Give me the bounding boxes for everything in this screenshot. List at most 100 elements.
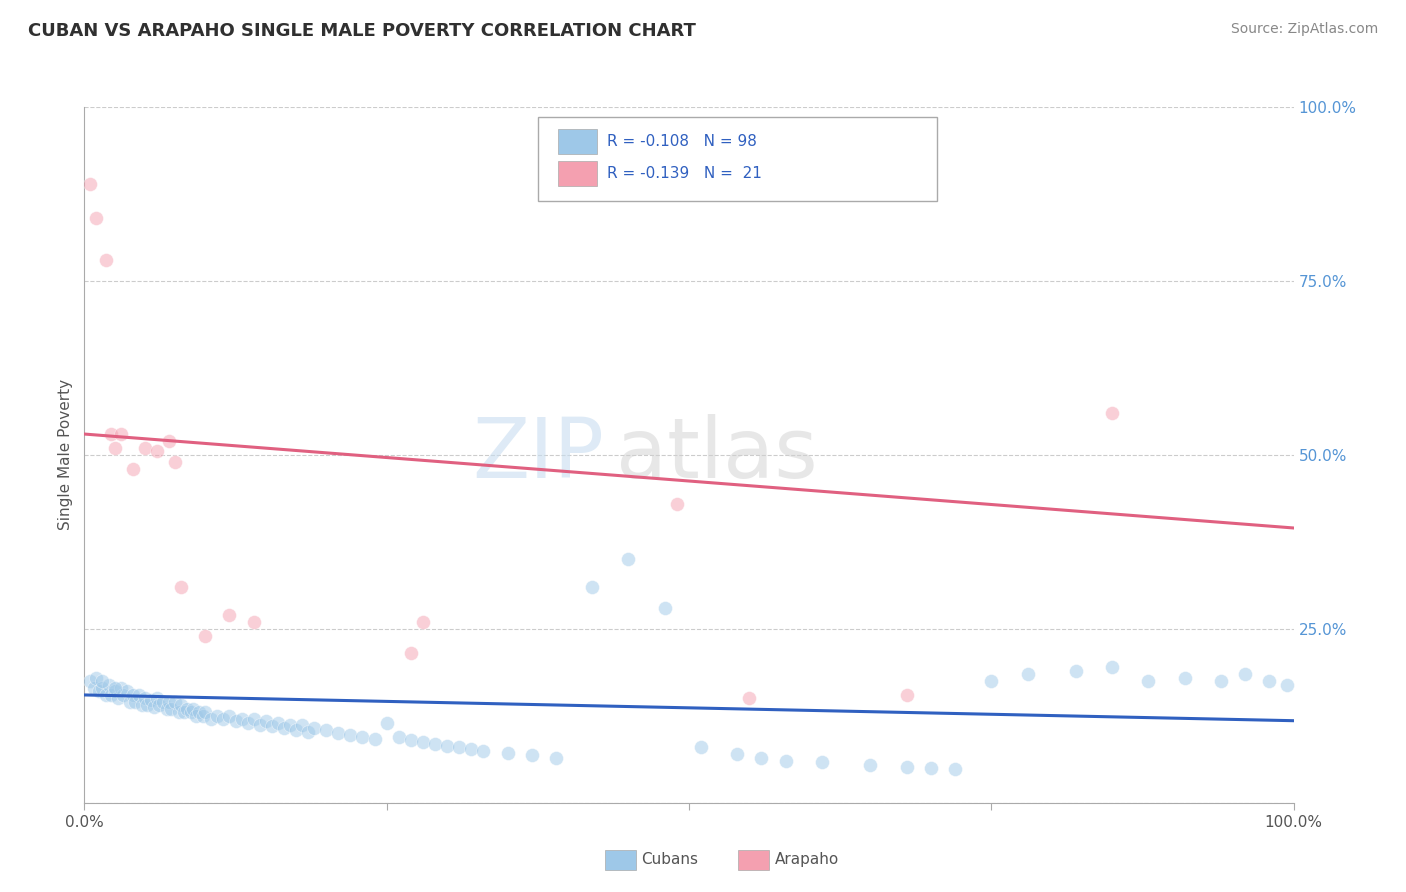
Point bbox=[146, 444, 169, 458]
Point bbox=[170, 580, 193, 594]
Point bbox=[460, 741, 482, 756]
Point bbox=[267, 715, 290, 730]
Point bbox=[654, 601, 676, 615]
Point bbox=[104, 441, 127, 455]
Point bbox=[160, 702, 183, 716]
Point bbox=[423, 737, 446, 751]
Point bbox=[665, 497, 688, 511]
Point bbox=[194, 629, 217, 643]
Point bbox=[212, 712, 235, 726]
Point bbox=[170, 698, 193, 713]
Point bbox=[91, 681, 114, 695]
Point bbox=[399, 733, 422, 747]
Y-axis label: Single Male Poverty: Single Male Poverty bbox=[58, 379, 73, 531]
Point bbox=[520, 748, 543, 763]
Point bbox=[1101, 406, 1123, 420]
Point bbox=[100, 688, 122, 702]
Text: R = -0.139   N =  21: R = -0.139 N = 21 bbox=[607, 166, 762, 181]
Point bbox=[97, 677, 120, 691]
Point bbox=[254, 714, 277, 728]
Point bbox=[273, 721, 295, 735]
Point bbox=[86, 211, 108, 226]
Point bbox=[104, 681, 127, 695]
Point bbox=[218, 708, 240, 723]
Point bbox=[121, 688, 143, 702]
Point bbox=[617, 552, 640, 566]
Point bbox=[121, 462, 143, 476]
Point bbox=[143, 699, 166, 714]
Point bbox=[188, 706, 211, 720]
Point bbox=[980, 674, 1002, 689]
Point bbox=[581, 580, 603, 594]
Point bbox=[157, 695, 180, 709]
Point bbox=[100, 427, 122, 442]
Text: Arapaho: Arapaho bbox=[775, 853, 839, 867]
Point bbox=[242, 712, 264, 726]
Point bbox=[1277, 677, 1299, 691]
Point bbox=[107, 691, 129, 706]
Point bbox=[260, 719, 283, 733]
Point bbox=[278, 718, 301, 732]
Bar bbox=[558, 129, 598, 154]
Point bbox=[449, 740, 471, 755]
Text: Source: ZipAtlas.com: Source: ZipAtlas.com bbox=[1230, 22, 1378, 37]
Text: CUBAN VS ARAPAHO SINGLE MALE POVERTY CORRELATION CHART: CUBAN VS ARAPAHO SINGLE MALE POVERTY COR… bbox=[28, 22, 696, 40]
Point bbox=[496, 746, 519, 760]
Point bbox=[544, 750, 567, 764]
Point bbox=[1064, 664, 1087, 678]
Point bbox=[399, 646, 422, 660]
Point bbox=[148, 698, 170, 713]
Point bbox=[775, 754, 797, 768]
Point bbox=[184, 708, 207, 723]
Point bbox=[136, 698, 159, 713]
Point bbox=[896, 759, 918, 773]
Point bbox=[94, 253, 117, 268]
Point bbox=[690, 740, 713, 755]
Point bbox=[200, 712, 222, 726]
Point bbox=[128, 688, 150, 702]
Point bbox=[436, 739, 458, 753]
Point bbox=[896, 688, 918, 702]
Point bbox=[811, 756, 834, 770]
Point bbox=[87, 684, 110, 698]
Point bbox=[352, 730, 374, 744]
Point bbox=[207, 708, 229, 723]
Point bbox=[225, 714, 247, 728]
Point bbox=[165, 695, 187, 709]
Point bbox=[412, 615, 434, 629]
Point bbox=[155, 702, 177, 716]
Point bbox=[134, 691, 156, 706]
Point bbox=[920, 761, 942, 775]
FancyBboxPatch shape bbox=[538, 118, 936, 201]
Point bbox=[1234, 667, 1257, 681]
Point bbox=[120, 695, 142, 709]
Point bbox=[134, 441, 156, 455]
Point bbox=[152, 695, 174, 709]
Point bbox=[242, 615, 264, 629]
Point bbox=[285, 723, 308, 737]
Bar bbox=[558, 161, 598, 186]
Point bbox=[291, 718, 314, 732]
Point bbox=[1101, 660, 1123, 674]
Point bbox=[725, 747, 748, 761]
Point bbox=[94, 688, 117, 702]
Point bbox=[181, 702, 204, 716]
Point bbox=[751, 750, 773, 764]
Point bbox=[412, 734, 434, 748]
Point bbox=[124, 695, 146, 709]
Point bbox=[339, 728, 361, 742]
Text: R = -0.108   N = 98: R = -0.108 N = 98 bbox=[607, 135, 756, 149]
Point bbox=[131, 698, 153, 713]
Point bbox=[110, 681, 132, 695]
Text: ZIP: ZIP bbox=[472, 415, 605, 495]
Point bbox=[1017, 667, 1039, 681]
Point bbox=[91, 674, 114, 689]
Point bbox=[943, 763, 966, 777]
Point bbox=[315, 723, 337, 737]
Point bbox=[139, 693, 162, 707]
Point bbox=[104, 684, 127, 698]
Point bbox=[363, 731, 385, 746]
Point bbox=[146, 691, 169, 706]
Point bbox=[194, 706, 217, 720]
Point bbox=[79, 674, 101, 689]
